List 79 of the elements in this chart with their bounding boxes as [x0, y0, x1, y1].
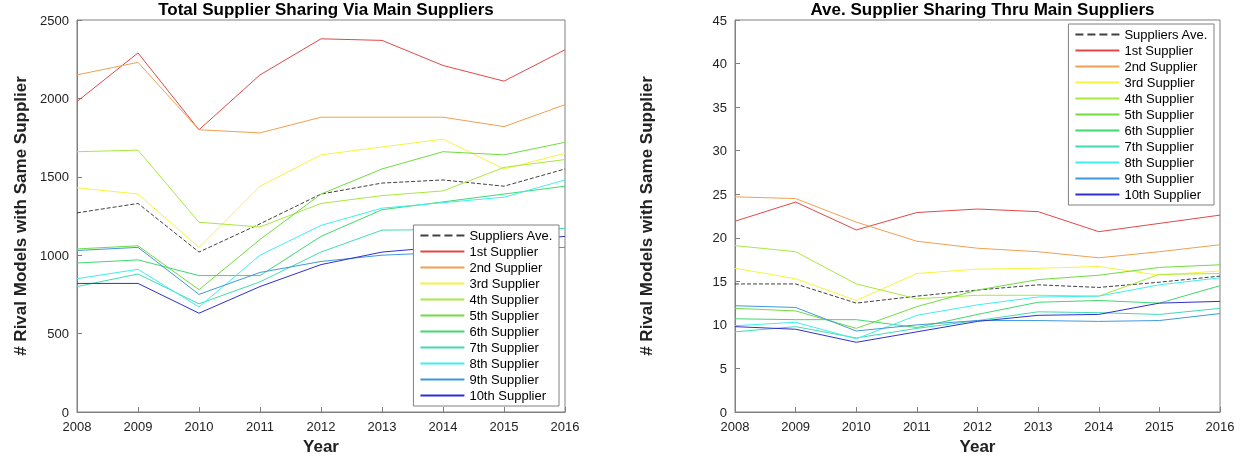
- y-tick-label: 10: [712, 317, 727, 333]
- y-tick-label: 35: [712, 99, 727, 115]
- legend-label: 7th Supplier: [1124, 139, 1195, 154]
- x-axis-title: Year: [303, 436, 340, 456]
- legend-label: 2nd Supplier: [1124, 59, 1199, 74]
- legend-label: 4th Supplier: [1124, 91, 1195, 106]
- line-series: [734, 264, 1221, 329]
- x-tick-label: 2011: [902, 419, 931, 434]
- line-series: [734, 245, 1221, 300]
- x-tick-label: 2010: [184, 419, 214, 434]
- legend-label: 1st Supplier: [1124, 43, 1194, 58]
- y-tick-label: 15: [712, 273, 727, 289]
- chart-title: Total Supplier Sharing Via Main Suppliers: [158, 0, 494, 19]
- y-tick-label: 25: [712, 186, 727, 202]
- x-tick-label: 2012: [306, 419, 336, 434]
- line-series: [734, 266, 1221, 301]
- y-tick-label: 5: [719, 360, 727, 376]
- legend-label: 10th Supplier: [1124, 187, 1202, 202]
- y-tick-label: 20: [712, 230, 727, 246]
- x-tick-label: 2013: [1023, 419, 1053, 434]
- line-series: [734, 277, 1221, 340]
- x-tick-label: 2009: [123, 419, 153, 434]
- x-tick-label: 2008: [720, 419, 750, 434]
- legend-label: 3rd Supplier: [1124, 75, 1196, 90]
- x-tick-label: 2016: [1205, 419, 1235, 434]
- line-series: [734, 300, 1221, 343]
- legend-label: 4th Supplier: [469, 292, 540, 307]
- x-tick-label: 2010: [841, 419, 871, 434]
- y-tick-label: 45: [712, 12, 727, 28]
- x-tick-label: 2011: [246, 419, 274, 434]
- legend-label: 7th Supplier: [469, 340, 540, 355]
- legend-label: 2nd Supplier: [469, 260, 544, 275]
- line-series: [734, 307, 1221, 339]
- x-tick-label: 2008: [62, 419, 92, 434]
- legend-label: Suppliers Ave.: [469, 228, 553, 243]
- legend-label: 3rd Supplier: [469, 276, 541, 291]
- legend-label: 1st Supplier: [469, 244, 539, 259]
- y-tick-label: 0: [61, 404, 69, 420]
- line-series: [734, 275, 1221, 304]
- legend-label: 6th Supplier: [1124, 123, 1195, 138]
- legend-label: 8th Supplier: [469, 356, 540, 371]
- y-tick-label: 500: [47, 326, 69, 342]
- x-tick-label: 2009: [781, 419, 811, 434]
- x-tick-label: 2013: [367, 419, 397, 434]
- y-axis-title: # Rival Models with Same Supplier: [11, 75, 31, 356]
- y-tick-label: 0: [719, 404, 727, 420]
- y-tick-label: 1000: [40, 247, 69, 263]
- chart-title: Ave. Supplier Sharing Thru Main Suppliers: [810, 0, 1155, 19]
- y-tick-label: 2000: [40, 90, 69, 106]
- legend-label: 9th Supplier: [469, 372, 540, 387]
- x-tick-label: 2015: [1144, 419, 1174, 434]
- line-series: [76, 149, 566, 228]
- legend-label: 8th Supplier: [1124, 155, 1195, 170]
- line-series: [76, 38, 566, 131]
- y-tick-label: 30: [712, 143, 727, 159]
- line-series: [76, 61, 566, 134]
- y-axis-title: # Rival Models with Same Supplier: [637, 75, 656, 356]
- x-tick-label: 2014: [1084, 419, 1114, 434]
- x-tick-label: 2016: [550, 419, 580, 434]
- x-tick-label: 2014: [428, 419, 458, 434]
- line-series: [76, 138, 566, 248]
- legend-label: 9th Supplier: [1124, 171, 1195, 186]
- line-series: [76, 179, 566, 308]
- line-series: [734, 285, 1221, 328]
- line-series: [734, 305, 1221, 332]
- x-axis-title: Year: [959, 436, 996, 456]
- line-series: [76, 141, 566, 291]
- legend-label: 10th Supplier: [469, 388, 547, 403]
- legend-label: 5th Supplier: [1124, 107, 1195, 122]
- x-tick-label: 2012: [963, 419, 992, 434]
- y-tick-label: 2500: [40, 12, 69, 28]
- legend-label: Suppliers Ave.: [1124, 27, 1208, 42]
- legend-label: 5th Supplier: [469, 308, 540, 323]
- line-series: [734, 201, 1221, 233]
- y-tick-label: 40: [712, 56, 727, 72]
- line-series: [76, 185, 566, 277]
- y-tick-label: 1500: [40, 169, 69, 185]
- x-tick-label: 2015: [489, 419, 519, 434]
- legend-label: 6th Supplier: [469, 324, 540, 339]
